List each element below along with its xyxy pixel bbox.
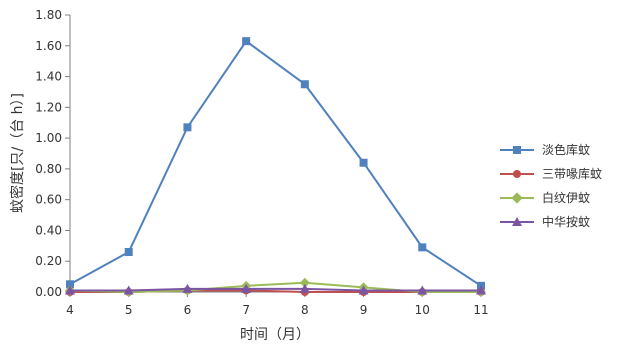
data-point: [417, 285, 428, 295]
legend-label-3: 白纹伊蚊: [542, 191, 591, 205]
legend-item-4: 中华按蚊: [500, 210, 621, 234]
x-tick-label: 8: [301, 303, 309, 317]
data-point: [241, 283, 252, 293]
series-line: [69, 39, 482, 287]
series-4: [65, 283, 486, 295]
y-tick-label: 1.00: [35, 131, 62, 145]
legend-marker-2: [513, 170, 521, 178]
legend-label-4: 中华按蚊: [542, 215, 591, 229]
x-tick-label: 5: [125, 303, 133, 317]
data-point: [242, 37, 251, 46]
y-tick-label: 0.60: [35, 193, 62, 207]
data-point: [300, 80, 309, 89]
chart-legend: 淡色库蚊 三带喙库蚊 白纹伊蚊 中华按蚊: [500, 138, 621, 234]
x-tick-label: 4: [66, 303, 74, 317]
x-axis-title: 时间（月）: [240, 327, 310, 343]
plot-background: [70, 15, 481, 292]
y-axis: 0.00 0.20 0.40 0.60 0.80 1.00 1.20 1.40 1.60 1.80: [35, 8, 71, 299]
data-point: [358, 285, 369, 295]
x-tick-label: 11: [473, 303, 488, 317]
legend-marker-4: [512, 217, 522, 226]
y-tick-label: 0.40: [35, 223, 62, 237]
series-line: [70, 287, 481, 292]
y-tick-label: 1.40: [35, 70, 62, 84]
data-series: [65, 37, 486, 297]
legend-item-2: 三带喙库蚊: [500, 162, 621, 186]
legend-label-1: 淡色库蚊: [542, 143, 591, 157]
data-point: [65, 285, 75, 295]
y-tick-label: 0.00: [35, 285, 62, 299]
legend-key-3: [500, 192, 534, 204]
data-point: [183, 123, 192, 132]
data-point: [418, 243, 427, 252]
data-point: [123, 285, 134, 295]
legend-key-1: [500, 144, 534, 156]
legend-marker-3: [511, 192, 523, 204]
legend-label-2: 三带喙库蚊: [542, 167, 603, 181]
data-point: [182, 283, 193, 293]
x-tick-label: 7: [242, 303, 250, 317]
legend-item-3: 白纹伊蚊: [500, 186, 621, 210]
y-tick-label: 0.80: [35, 162, 62, 176]
data-point: [124, 247, 133, 256]
x-tick-label: 9: [360, 303, 368, 317]
data-point: [299, 283, 310, 293]
x-tick-label: 6: [184, 303, 192, 317]
x-tick-label: 10: [415, 303, 430, 317]
y-tick-label: 0.20: [35, 254, 62, 268]
data-point: [66, 280, 74, 289]
legend-key-4: [500, 216, 534, 228]
y-tick-label: 1.80: [35, 8, 62, 22]
data-point: [359, 158, 368, 167]
y-tick-label: 1.60: [35, 39, 62, 53]
data-point: [476, 285, 486, 295]
legend-key-2: [500, 168, 534, 180]
y-axis-title: 蚊密度[只/（台 h）]: [9, 93, 26, 213]
legend-marker-1: [513, 146, 521, 154]
series-1: [66, 37, 485, 290]
plot-area: 0.00 0.20 0.40 0.60 0.80 1.00 1.20 1.40 1.60 1.80…: [35, 8, 488, 317]
legend-item-1: 淡色库蚊: [500, 138, 621, 162]
data-point: [299, 277, 310, 288]
y-tick-label: 1.20: [35, 100, 62, 114]
